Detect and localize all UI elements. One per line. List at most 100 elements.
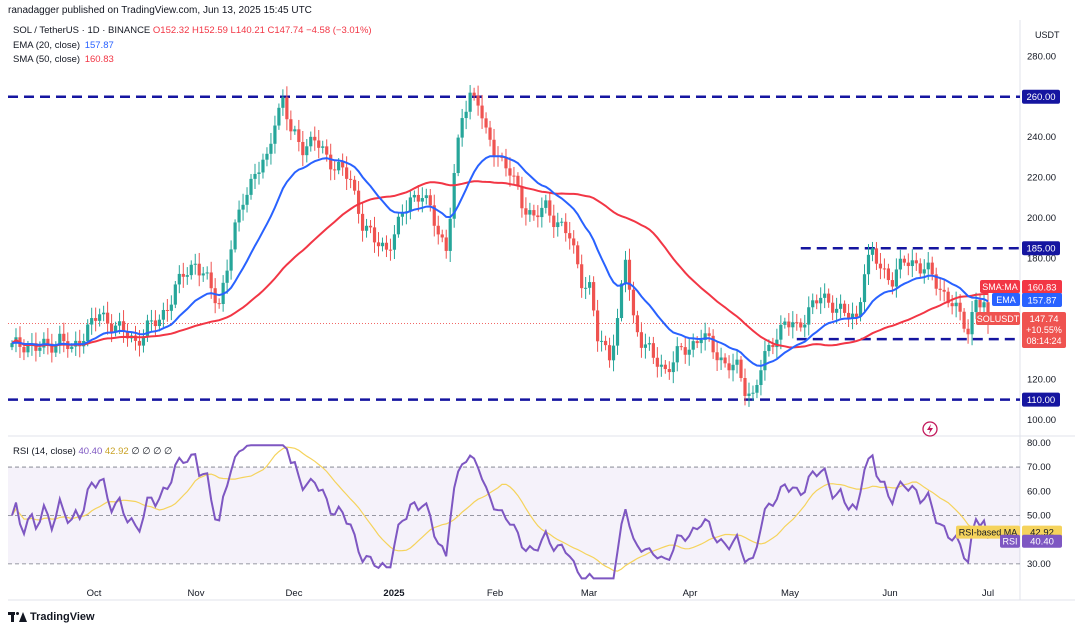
- sma-side-label-bg: [980, 280, 1020, 293]
- candle-body: [185, 275, 189, 277]
- candle-body: [854, 313, 859, 317]
- candle-body: [735, 359, 739, 365]
- candle-body: [333, 169, 337, 171]
- candle-body: [400, 213, 404, 217]
- ema-legend-label: EMA (20, close): [13, 40, 81, 51]
- candle-body: [831, 302, 835, 313]
- candle-body: [277, 107, 281, 126]
- candle-body: [245, 194, 249, 205]
- candle-body: [564, 221, 568, 234]
- candle-body: [54, 345, 58, 353]
- candle-body: [942, 289, 946, 292]
- candle-body: [552, 215, 556, 228]
- time-tick-label: Jul: [982, 588, 994, 599]
- candle-body: [261, 159, 265, 173]
- time-tick-label: Nov: [188, 588, 205, 599]
- candle-body: [432, 205, 436, 226]
- time-tick-label: May: [781, 588, 799, 599]
- candle-body: [894, 269, 898, 287]
- tradingview-logo[interactable]: TradingView: [8, 611, 95, 623]
- last-price-value: 147.74: [1029, 314, 1058, 325]
- sma-price-tag: 160.83: [1027, 283, 1056, 294]
- rsi-legend-label: RSI (14, close): [13, 446, 76, 457]
- candle-body: [289, 119, 293, 132]
- candle-body: [253, 173, 257, 179]
- candle-body: [50, 343, 54, 353]
- rsi-legend-dots: ∅ ∅ ∅ ∅: [131, 446, 173, 457]
- symbol-side-label: SOLUSDT: [977, 314, 1020, 324]
- candle-body: [755, 385, 759, 393]
- candle-body: [607, 345, 612, 361]
- rsi-legend-value: 40.40: [78, 446, 103, 457]
- candle-body: [460, 118, 464, 138]
- ema-legend[interactable]: EMA (20, close) 157.87: [13, 40, 114, 51]
- candle-body: [424, 195, 428, 199]
- candle-body: [520, 186, 524, 209]
- candle-body: [679, 346, 683, 348]
- candle-body: [615, 318, 620, 346]
- ema-price-tag: 157.87: [1027, 296, 1056, 307]
- candle-body: [476, 95, 480, 106]
- candle-body: [42, 338, 46, 348]
- candle-body: [540, 207, 544, 218]
- last-price-tag-bg: [1022, 312, 1066, 348]
- candle-body: [703, 333, 707, 340]
- candle-body: [619, 283, 624, 319]
- candle-body: [376, 242, 381, 247]
- candle-body: [783, 321, 787, 325]
- rsi-tick-label: 30.00: [1027, 559, 1051, 570]
- sma-legend-value: 160.83: [84, 54, 114, 65]
- candle-body: [285, 97, 289, 120]
- candle-body: [257, 172, 261, 174]
- candle-body: [492, 139, 496, 156]
- candle-body: [98, 314, 102, 321]
- candle-body: [739, 359, 743, 379]
- sma-50-line: [11, 180, 988, 349]
- candle-body: [380, 242, 385, 247]
- candle-body: [356, 190, 361, 214]
- candle-body: [771, 344, 775, 348]
- candle-body: [488, 127, 492, 140]
- candle-body: [819, 297, 823, 304]
- rsi-tag-bg: [1022, 534, 1062, 548]
- candle-body: [153, 320, 158, 327]
- candle-body: [815, 300, 819, 304]
- rsi-legend[interactable]: RSI (14, close) 40.40 42.92 ∅ ∅ ∅ ∅: [13, 446, 172, 457]
- candle-body: [934, 274, 938, 289]
- candle-body: [639, 332, 644, 348]
- level-price-tag: 185.00: [1026, 244, 1055, 255]
- candle-body: [958, 302, 962, 312]
- candle-body: [281, 97, 285, 108]
- time-tick-label: Jun: [882, 588, 897, 599]
- lightning-icon[interactable]: [922, 421, 938, 437]
- candle-body: [532, 210, 536, 216]
- candle-body: [560, 221, 564, 223]
- candle-body: [301, 141, 305, 156]
- price-tick-label: 280.00: [1027, 51, 1056, 62]
- sma-legend[interactable]: SMA (50, close) 160.83: [13, 54, 114, 65]
- candle-body: [635, 315, 640, 333]
- candle-body: [193, 263, 197, 265]
- candle-body: [265, 153, 269, 160]
- candle-body: [197, 263, 201, 276]
- ema-side-label: EMA: [996, 295, 1016, 305]
- candle-body: [576, 245, 580, 265]
- candle-body: [396, 216, 401, 235]
- rsi-tick-label: 50.00: [1027, 510, 1051, 521]
- candle-body: [480, 105, 484, 119]
- candle-body: [890, 280, 894, 287]
- candle-body: [763, 351, 767, 371]
- candle-body: [233, 222, 237, 250]
- sma-legend-label: SMA (50, close): [13, 54, 81, 65]
- symbol-title[interactable]: SOL / TetherUS · 1D · BINANCE: [13, 25, 151, 36]
- candle-body: [241, 204, 245, 210]
- candle-body: [835, 308, 839, 313]
- candle-body: [974, 299, 978, 313]
- last-price-countdown: 08:14:24: [1026, 336, 1061, 346]
- candle-body: [352, 179, 357, 191]
- candle-body: [508, 168, 512, 176]
- candle-body: [671, 362, 675, 373]
- sma-price-tag-bg: [1022, 280, 1062, 294]
- candle-body: [799, 322, 803, 328]
